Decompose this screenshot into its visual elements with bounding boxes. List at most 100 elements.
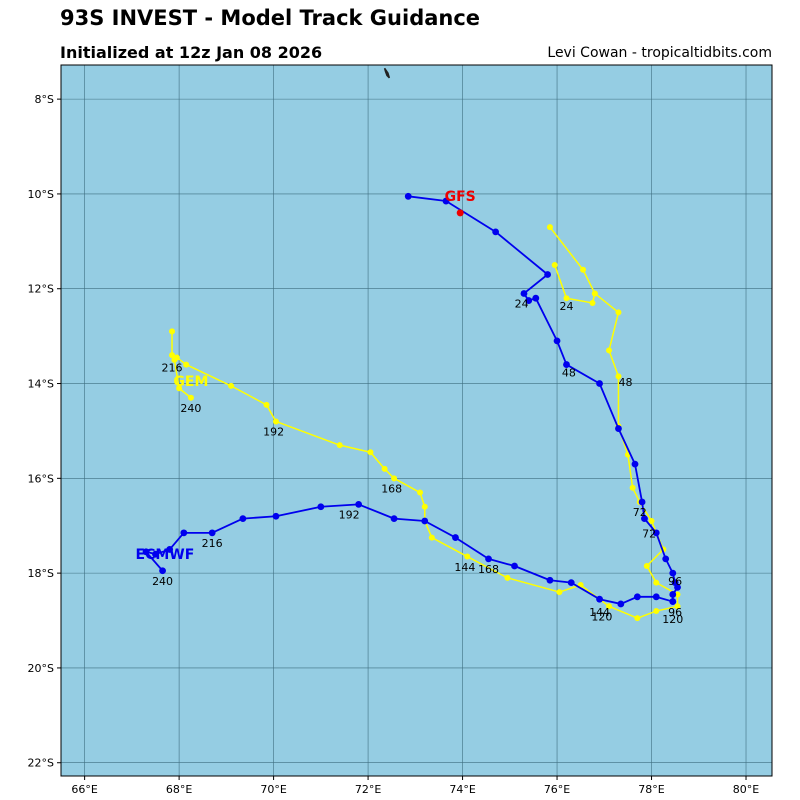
track-line — [145, 195, 679, 605]
lat-tick-label: 20°S — [28, 662, 54, 675]
forecast-hour-label: 72 — [633, 506, 647, 519]
track-point — [615, 309, 622, 316]
track-point — [180, 529, 188, 537]
forecast-hour-label: 216 — [162, 362, 183, 375]
credit: Levi Cowan - tropicaltidbits.com — [547, 45, 772, 61]
forecast-hour-label: 120 — [662, 613, 683, 626]
track-point — [669, 591, 677, 598]
forecast-hour-label: 120 — [591, 611, 612, 624]
ocean-background — [61, 65, 772, 776]
lat-tick-label: 10°S — [28, 188, 54, 201]
track-gfs-ecmwf — [142, 192, 681, 608]
forecast-hour-label: 240 — [152, 575, 173, 588]
forecast-hour-label: 240 — [180, 402, 201, 415]
gfs-start-marker — [456, 209, 464, 217]
forecast-hour-label: 48 — [562, 366, 576, 379]
track-point — [546, 224, 553, 231]
track-point — [228, 382, 235, 389]
track-point — [152, 550, 159, 558]
track-point — [674, 591, 681, 598]
track-point — [556, 589, 563, 596]
track-point — [525, 297, 533, 304]
track-gem-hook — [551, 262, 598, 306]
track-point — [596, 380, 603, 387]
lat-tick-label: 8°S — [35, 93, 54, 106]
track-point — [169, 328, 176, 335]
track-point — [355, 500, 363, 508]
lat-tick-label: 22°S — [28, 757, 54, 770]
lon-tick-label: 68°E — [166, 783, 192, 796]
track-point — [674, 603, 681, 610]
track-point — [208, 529, 216, 537]
track-gem-tail — [171, 356, 194, 401]
track-point — [563, 361, 570, 368]
track-point — [674, 583, 681, 591]
lon-tick-label: 72°E — [355, 783, 381, 796]
track-point — [553, 337, 561, 345]
track-point — [263, 401, 270, 408]
forecast-hour-label: 192 — [263, 426, 284, 439]
track-point — [631, 460, 639, 468]
grid-lines — [61, 65, 772, 776]
track-point — [391, 475, 398, 482]
lon-tick-label: 80°E — [733, 783, 759, 796]
track-point — [652, 529, 660, 537]
track-point — [166, 546, 174, 553]
track-point — [546, 576, 554, 584]
lon-tick-label: 74°E — [449, 783, 475, 796]
land — [383, 67, 391, 79]
model-labels: GFS GEM ECMWF — [136, 189, 476, 563]
track-point — [504, 574, 511, 581]
forecast-hour-label: 192 — [339, 509, 360, 522]
track-point — [653, 608, 660, 615]
track-point — [596, 595, 603, 603]
track-point — [638, 498, 646, 506]
track-point — [589, 299, 596, 306]
track-point — [615, 373, 622, 380]
track-point — [176, 385, 183, 392]
forecast-hour-label: 168 — [381, 483, 402, 496]
track-point — [544, 271, 551, 278]
model-label-gfs: GFS — [445, 189, 476, 205]
track-point — [452, 534, 459, 541]
track-point — [464, 553, 471, 560]
init-time: Initialized at 12z Jan 08 2026 — [60, 43, 323, 62]
track-point — [634, 615, 641, 622]
track-point — [417, 489, 424, 496]
track-point — [532, 294, 540, 302]
track-point — [169, 352, 176, 359]
island — [383, 67, 391, 79]
forecast-hour-label: 144 — [454, 561, 475, 574]
track-point — [428, 534, 435, 541]
lon-tick-label: 78°E — [638, 783, 664, 796]
track-point — [404, 192, 412, 200]
track-point — [606, 347, 613, 354]
track-line — [553, 264, 596, 304]
track-point — [187, 394, 194, 401]
track-point — [442, 197, 450, 205]
forecast-hour-label: 24 — [559, 300, 573, 313]
forecast-hour-label: 96 — [668, 575, 682, 588]
track-point — [421, 503, 428, 510]
track-point — [580, 266, 587, 273]
forecast-hour-label: 48 — [619, 376, 633, 389]
model-label-ecmwf: ECMWF — [136, 547, 195, 563]
lat-tick-label: 12°S — [28, 283, 54, 296]
axis-ticks: 66°E 68°E 70°E 72°E 74°E 76°E 78°E 80°E 8°S 10°S 1… — [28, 93, 760, 796]
track-point — [551, 262, 558, 269]
lon-tick-label: 76°E — [544, 783, 570, 796]
forecast-hour-label: 96 — [668, 606, 682, 619]
track-point — [653, 579, 660, 586]
track-point — [567, 579, 575, 587]
forecast-hour-label: 216 — [202, 537, 223, 550]
track-point — [239, 515, 247, 523]
lat-tick-label: 16°S — [28, 472, 54, 485]
track-point — [421, 517, 429, 525]
forecast-hour-label: 72 — [642, 528, 656, 541]
track-point — [591, 290, 598, 297]
track-point — [615, 425, 622, 432]
track-point — [367, 449, 374, 456]
tracks — [142, 192, 681, 622]
